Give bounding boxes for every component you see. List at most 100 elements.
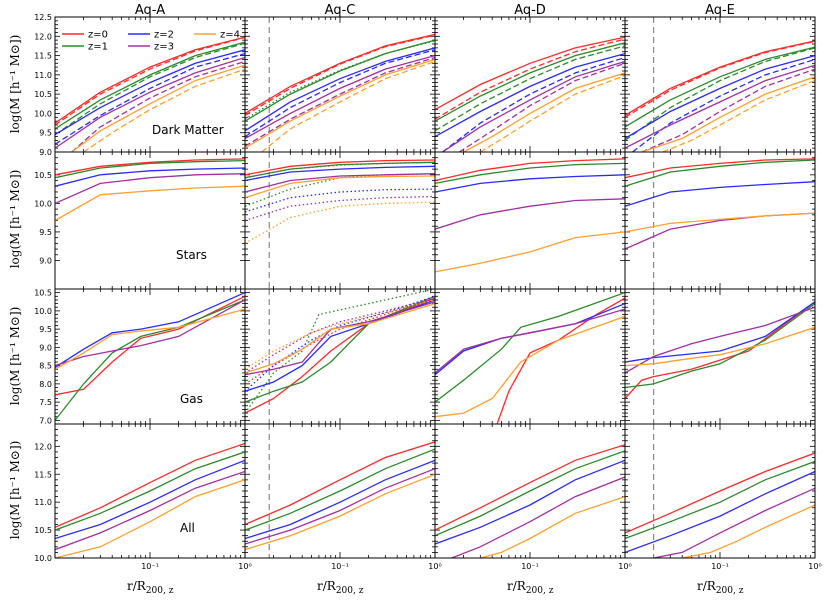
series-line-z0-solid <box>625 40 815 116</box>
series-line-z2-solid <box>245 459 435 540</box>
series-line-z3-solid <box>245 54 435 140</box>
column-title-aq-e: Aq-E <box>705 3 735 18</box>
y-tick-label: 10.5 <box>34 289 52 298</box>
y-tick-label: 10.5 <box>34 526 52 535</box>
y-tick-label: 12.0 <box>34 32 52 41</box>
x-tick-label: 10⁰ <box>428 562 441 571</box>
series-line-z0-dotted <box>245 295 435 385</box>
x-ticks: 10⁻¹ 10⁰ <box>54 424 252 571</box>
series-line-z2-solid <box>625 181 815 207</box>
series-line-z2-solid <box>625 54 815 140</box>
series-line-z2-dashed <box>245 49 435 138</box>
x-tick-label: 10⁻¹ <box>711 562 729 571</box>
panel-aq-a-all: 10⁻¹ 10⁰ 10.0 10.5 11.0 11.5 12.0 <box>34 423 252 571</box>
panel-aq-d-dark-matter <box>434 16 626 153</box>
series-line-z3-solid <box>435 198 625 230</box>
panel-grid: 9.0 9.5 10.0 10.5 11.0 11.5 12.0 12.5 9.0 9.5 10.0… <box>34 13 822 571</box>
y-tick-label: 7.0 <box>39 416 52 425</box>
panel-aq-d-all: 10⁻¹ 10⁰ <box>434 423 632 571</box>
series-line-z1-solid <box>55 41 245 130</box>
y-tick-label: 7.5 <box>39 398 52 407</box>
series-group <box>245 33 435 152</box>
legend-label-z4: z=4 <box>220 30 240 41</box>
series-line-z3-solid <box>653 487 815 558</box>
series-line-z0-solid <box>625 452 815 534</box>
series-line-z3-solid <box>625 64 815 149</box>
series-line-z4-solid <box>435 231 625 273</box>
series-group <box>55 36 245 152</box>
series-line-z0-dashed <box>435 38 625 120</box>
y-tick-label: 12.0 <box>34 442 52 451</box>
panel-aq-c-gas <box>244 288 436 425</box>
panel-aq-a-gas: 7.0 7.5 8.0 8.5 9.0 9.5 10.0 10.5 <box>34 288 246 425</box>
series-group <box>55 442 245 558</box>
x-tick-label: 10⁰ <box>618 562 631 571</box>
series-line-z2-solid <box>55 459 245 540</box>
y-tick-label: 9.0 <box>39 148 52 157</box>
series-line-z1-solid <box>435 291 625 403</box>
y-axis-label-stars: log(M [h⁻¹ M⊙]) <box>8 170 22 269</box>
series-line-z3-solid <box>245 301 435 376</box>
series-line-z1-dashed <box>435 45 625 132</box>
series-line-z1-solid <box>625 46 815 128</box>
series-line-z2-solid <box>435 52 625 138</box>
series-line-z0-solid <box>55 158 245 176</box>
series-line-z3-solid <box>55 299 245 367</box>
y-tick-label: 10.0 <box>34 307 52 316</box>
series-line-z0-solid <box>55 442 245 528</box>
series-line-z1-solid <box>245 39 435 122</box>
x-ticks: 10⁻¹ 10⁰ <box>244 424 442 571</box>
y-tick-label: 10.5 <box>34 90 52 99</box>
series-line-z4-dotted <box>245 299 435 370</box>
series-line-z3-solid <box>625 306 815 374</box>
series-group <box>435 36 625 152</box>
series-group <box>435 158 625 273</box>
panel-aq-e-gas <box>624 288 816 425</box>
series-group <box>435 444 625 558</box>
series-line-z4-solid <box>55 185 245 222</box>
legend-label-z3: z=3 <box>154 42 174 53</box>
series-group <box>435 291 625 424</box>
x-ticks <box>434 17 622 152</box>
series-line-z1-solid <box>435 162 625 185</box>
panel-aq-c-all: 10⁻¹ 10⁰ <box>244 423 442 571</box>
series-group <box>55 292 245 421</box>
series-line-z0-dashed <box>625 40 815 118</box>
y-axis-label-all: log(M [h⁻¹ M⊙]) <box>8 441 22 540</box>
series-line-z2-dashed <box>632 58 815 152</box>
panel-aq-c-dark-matter <box>244 16 436 153</box>
series-line-z0-solid <box>55 36 245 124</box>
series-line-z1-solid <box>55 299 245 421</box>
legend-label-z1: z=1 <box>88 42 108 53</box>
series-line-z4-solid <box>245 58 435 149</box>
series-group <box>245 289 435 414</box>
series-line-z3-dotted <box>245 297 435 374</box>
legend-label-z0: z=0 <box>88 30 108 41</box>
panel-aq-a-stars: 9.0 9.5 10.0 10.5 <box>34 151 246 290</box>
series-line-z4-solid <box>625 326 815 367</box>
column-title-aq-a: Aq-A <box>135 3 165 18</box>
y-tick-label: 11.0 <box>34 498 52 507</box>
series-line-z4-solid <box>641 76 815 152</box>
y-ticks <box>245 157 435 261</box>
panel-frame <box>434 16 626 153</box>
y-tick-label: 9.0 <box>39 256 52 265</box>
legend-label-z2: z=2 <box>154 30 174 41</box>
series-line-z3-dotted <box>245 195 435 222</box>
series-group <box>245 159 435 244</box>
y-tick-label: 8.0 <box>39 380 52 389</box>
y-tick-label: 9.5 <box>39 325 52 334</box>
series-line-z1-solid <box>625 159 815 187</box>
series-line-z0-solid <box>435 36 625 111</box>
y-tick-label: 10.0 <box>34 199 52 208</box>
series-line-z1-solid <box>245 448 435 531</box>
series-line-z2-solid <box>245 165 435 182</box>
series-line-z4-dotted <box>245 201 435 244</box>
series-group <box>625 158 815 250</box>
row-label-dark-matter: Dark Matter <box>152 123 224 137</box>
y-tick-label: 8.5 <box>39 362 52 371</box>
series-line-z2-solid <box>435 459 625 545</box>
series-line-z3-solid <box>245 468 435 545</box>
series-line-z4-solid <box>55 308 245 370</box>
series-line-z3-solid <box>55 470 245 551</box>
